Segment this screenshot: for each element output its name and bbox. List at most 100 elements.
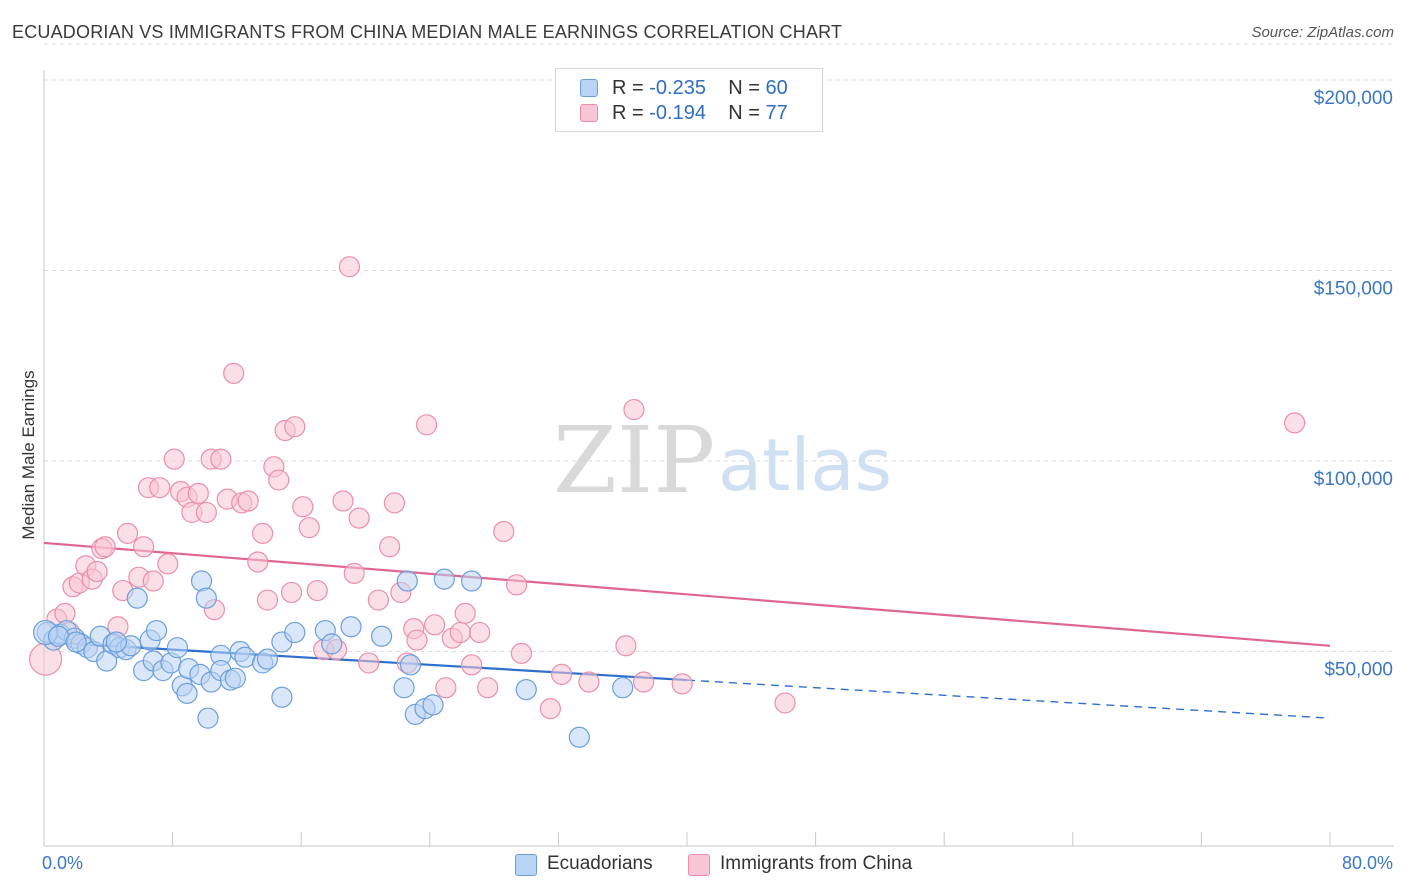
- ecuadorian-point: [393, 677, 415, 699]
- ecuadorian-point: [145, 619, 168, 642]
- legend-swatch-blue: [580, 79, 598, 97]
- ecuadorian-point: [271, 686, 293, 708]
- ecuadorian-point: [568, 726, 590, 748]
- legend-n-label: N =: [728, 102, 760, 124]
- legend-r-label: R =: [612, 102, 644, 124]
- legend-r-value: -0.194: [649, 102, 706, 124]
- ecuadorian-point: [284, 621, 306, 644]
- china-point: [671, 673, 693, 695]
- ecuadorian-point: [224, 667, 246, 689]
- legend-r-value: -0.235: [649, 77, 706, 99]
- axis-labels: Median Male Earnings 0.0% 80.0% $50,000 $…: [19, 88, 1393, 873]
- china-trend-line: [43, 541, 1331, 647]
- china-point: [510, 642, 533, 665]
- china-point: [493, 520, 515, 543]
- legend-swatch-pink: [580, 104, 598, 122]
- ecuadorian-point: [340, 616, 362, 638]
- china-point: [157, 553, 179, 575]
- china-point: [94, 536, 116, 558]
- china-point: [338, 256, 361, 278]
- ecuadorian-point: [47, 625, 70, 647]
- china-point: [551, 663, 573, 685]
- x-tick-max: 80.0%: [1342, 853, 1393, 873]
- stats-legend: R = -0.235 N = 60 R = -0.194 N = 77: [555, 68, 823, 132]
- ecuadorian-point: [195, 587, 217, 609]
- china-point: [280, 581, 303, 604]
- watermark: ZIP atlas: [553, 407, 892, 514]
- ecuadorian-point: [321, 633, 343, 655]
- ecuadorian-point: [370, 625, 393, 647]
- china-point: [379, 536, 401, 558]
- china-point: [284, 416, 306, 438]
- china-point: [256, 589, 279, 611]
- china-point: [332, 490, 354, 512]
- china-point: [86, 560, 108, 583]
- china-point: [237, 490, 259, 512]
- legend-n-value: 77: [765, 102, 788, 124]
- y-tick-label: $150,000: [1314, 279, 1393, 300]
- ecuadorian-point: [126, 587, 148, 609]
- china-point: [247, 551, 269, 573]
- chart-title: ECUADORIAN VS IMMIGRANTS FROM CHINA MEDI…: [12, 22, 843, 42]
- china-point: [623, 398, 645, 421]
- china-point: [578, 671, 600, 693]
- china-point: [163, 448, 185, 470]
- y-tick-label: $100,000: [1314, 469, 1393, 490]
- ecuadorian-point: [515, 678, 537, 701]
- china-point: [774, 692, 796, 714]
- series-legend: Ecuadorians Immigrants from China: [0, 852, 1406, 878]
- watermark-atlas: atlas: [718, 423, 892, 507]
- china-point: [358, 652, 380, 674]
- axes: [43, 70, 1394, 847]
- ecuadorian-point: [65, 631, 87, 653]
- legend-r-label: R =: [612, 77, 644, 99]
- china-point: [133, 536, 155, 558]
- y-tick-label: $200,000: [1314, 88, 1393, 109]
- ecuadorian-trend-extension: [686, 679, 1331, 719]
- china-point: [406, 629, 428, 651]
- china-point: [343, 562, 365, 584]
- china-point: [469, 621, 491, 644]
- legend-n-value: 60: [765, 77, 788, 99]
- china-point: [306, 579, 328, 602]
- china-point: [506, 574, 528, 596]
- china-point: [460, 654, 483, 676]
- china-point: [348, 507, 370, 529]
- legend-n-label: N =: [728, 77, 760, 99]
- china-point: [615, 635, 637, 657]
- ecuadorian-point: [399, 654, 422, 676]
- series-legend-label: Ecuadorians: [547, 853, 653, 874]
- y-axis-label: Median Male Earnings: [19, 370, 38, 539]
- china-point: [383, 492, 406, 514]
- china-point: [449, 621, 471, 644]
- china-point: [223, 362, 245, 384]
- ecuadorian-point: [105, 631, 127, 653]
- x-tick-min: 0.0%: [42, 853, 83, 873]
- china-point: [195, 501, 217, 524]
- ecuadorian-point: [166, 637, 189, 659]
- data-points: [29, 256, 1306, 748]
- china-point: [252, 522, 274, 544]
- china-point: [454, 602, 476, 625]
- china-point: [424, 614, 446, 636]
- grid: [44, 43, 1394, 652]
- ecuadorian-point: [422, 694, 444, 716]
- china-point: [1284, 412, 1306, 434]
- china-point: [435, 677, 457, 699]
- ecuadorian-point: [234, 646, 256, 668]
- ecuadorian-point: [396, 570, 418, 592]
- ecuadorian-point: [197, 707, 219, 729]
- source-credit: Source: ZipAtlas.com: [1251, 24, 1394, 41]
- ecuadorian-point: [256, 648, 279, 670]
- ecuadorian-point: [433, 568, 455, 590]
- series-swatch-blue: [515, 854, 537, 876]
- ecuadorian-point: [460, 570, 483, 592]
- china-point: [142, 570, 164, 592]
- china-point: [367, 589, 389, 611]
- china-point: [632, 671, 655, 693]
- china-point: [539, 698, 561, 720]
- china-point: [116, 522, 139, 544]
- series-swatch-pink: [688, 854, 710, 876]
- china-point: [268, 469, 290, 491]
